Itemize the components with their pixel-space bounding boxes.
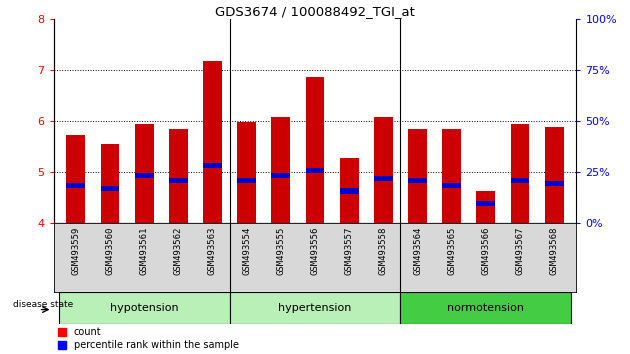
Bar (545, 181, 564, 186)
Bar (306, 168, 324, 173)
Bar (374, 117, 392, 223)
Bar (442, 183, 461, 188)
Bar (238, 122, 256, 223)
Bar (135, 173, 154, 178)
Bar (203, 61, 222, 223)
Bar (511, 124, 529, 223)
Bar (306, 78, 324, 223)
Text: hypertension: hypertension (278, 303, 352, 313)
Bar (408, 178, 427, 183)
Bar (59, 292, 229, 324)
Text: GSM493563: GSM493563 (208, 227, 217, 275)
Text: GSM493559: GSM493559 (71, 227, 80, 275)
Bar (545, 127, 564, 223)
Bar (476, 201, 495, 206)
Text: GSM493561: GSM493561 (140, 227, 149, 275)
Text: GSM493564: GSM493564 (413, 227, 422, 275)
Bar (238, 178, 256, 183)
Text: normotension: normotension (447, 303, 524, 313)
Text: GSM493556: GSM493556 (311, 227, 319, 275)
Bar (101, 186, 119, 191)
Bar (272, 117, 290, 223)
Bar (476, 192, 495, 223)
Bar (169, 129, 188, 223)
Bar (169, 178, 188, 183)
Bar (135, 124, 154, 223)
Text: GSM493554: GSM493554 (242, 227, 251, 275)
Bar (340, 158, 358, 223)
Text: disease state: disease state (13, 299, 74, 309)
Text: GSM493558: GSM493558 (379, 227, 388, 275)
Bar (272, 173, 290, 178)
Text: GSM493560: GSM493560 (105, 227, 115, 275)
Text: GSM493555: GSM493555 (277, 227, 285, 275)
Bar (511, 178, 529, 183)
Bar (401, 292, 571, 324)
Text: GSM493568: GSM493568 (550, 227, 559, 275)
Text: GSM493566: GSM493566 (481, 227, 490, 275)
Title: GDS3674 / 100088492_TGI_at: GDS3674 / 100088492_TGI_at (215, 5, 415, 18)
Bar (66, 183, 85, 188)
Bar (66, 136, 85, 223)
Bar (229, 292, 401, 324)
Text: GSM493557: GSM493557 (345, 227, 353, 275)
Text: GSM493562: GSM493562 (174, 227, 183, 275)
Bar (101, 144, 119, 223)
Bar (203, 163, 222, 168)
Text: GSM493567: GSM493567 (515, 227, 525, 275)
Bar (340, 188, 358, 194)
Bar (442, 129, 461, 223)
Bar (408, 129, 427, 223)
Text: GSM493565: GSM493565 (447, 227, 456, 275)
Text: hypotension: hypotension (110, 303, 178, 313)
Bar (374, 176, 392, 181)
Legend: count, percentile rank within the sample: count, percentile rank within the sample (59, 327, 239, 350)
